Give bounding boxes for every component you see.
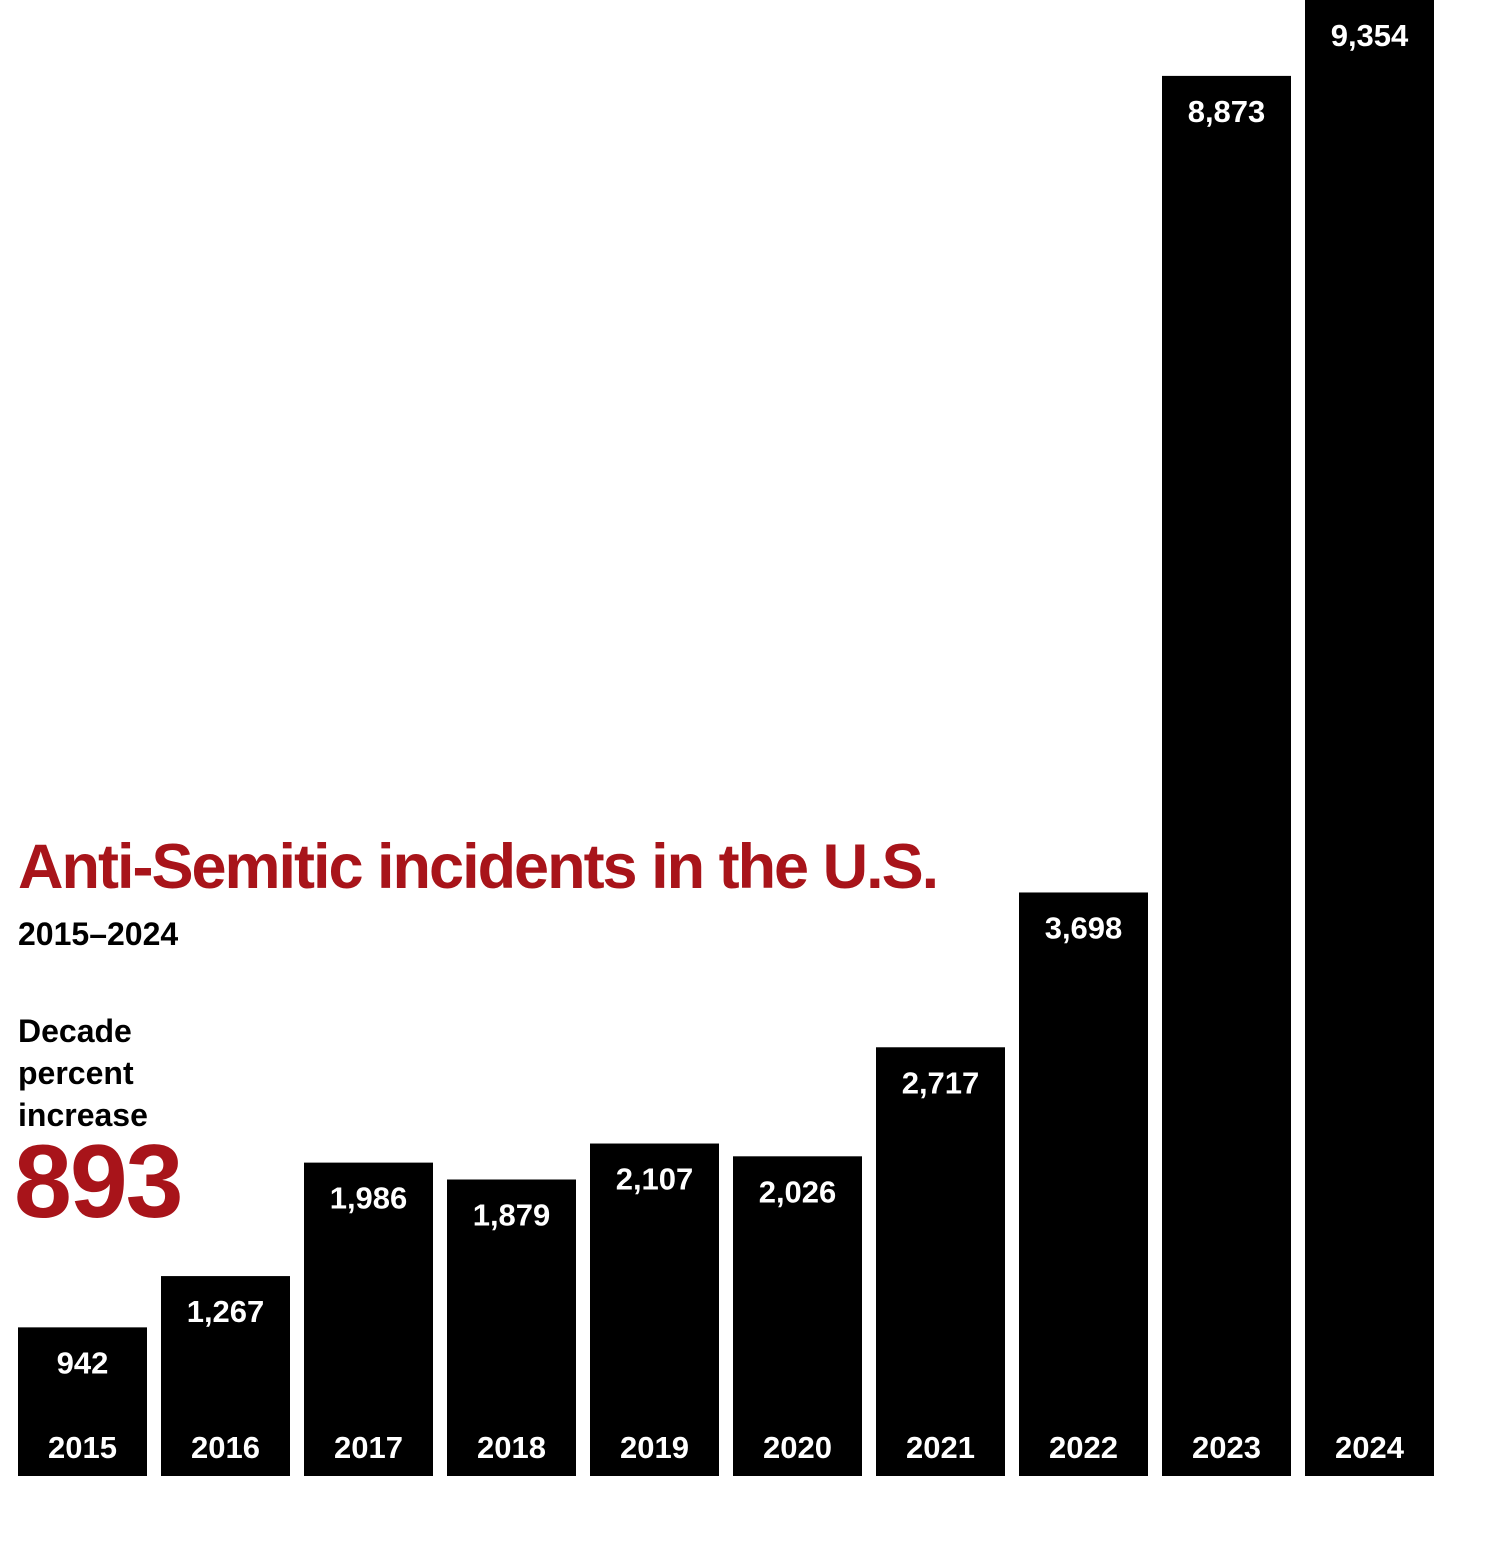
- bars-group: 942 2015 1,267 2016 1,986 2017 1,879 2018 2,107 2…: [18, 0, 1434, 1476]
- bar-2019: [590, 1143, 719, 1476]
- bar-2016: [161, 1276, 290, 1476]
- bar-2018: [447, 1179, 576, 1476]
- bar-2020: [733, 1156, 862, 1476]
- bar-2021: [876, 1047, 1005, 1476]
- chart-subtitle: 2015–2024: [18, 916, 179, 952]
- bar-value-label: 2,026: [759, 1174, 837, 1209]
- bar-category-label: 2018: [477, 1430, 546, 1465]
- bar-value-label: 3,698: [1045, 910, 1123, 945]
- bar-category-label: 2022: [1049, 1430, 1118, 1465]
- bar-category-label: 2015: [48, 1430, 117, 1465]
- chart-title: Anti-Semitic incidents in the U.S.: [18, 832, 939, 902]
- bar-2017: [304, 1162, 433, 1476]
- bar-2023: [1162, 75, 1291, 1476]
- bar-value-label: 2,107: [616, 1162, 694, 1197]
- bar-category-label: 2019: [620, 1430, 689, 1465]
- bar-category-label: 2016: [191, 1430, 260, 1465]
- bar-value-label: 1,267: [187, 1294, 265, 1329]
- stat-label: Decade percent increase: [18, 1013, 148, 1133]
- bar-category-label: 2020: [763, 1430, 832, 1465]
- bar-2024: [1305, 0, 1434, 1476]
- bar-category-label: 2024: [1335, 1430, 1405, 1465]
- stat-value: 893: [14, 1124, 184, 1240]
- bar-category-label: 2023: [1192, 1430, 1261, 1465]
- bar-value-label: 1,986: [330, 1181, 408, 1216]
- bar-value-label: 8,873: [1188, 94, 1266, 129]
- bar-value-label: 1,879: [473, 1198, 551, 1233]
- bar-value-label: 2,717: [902, 1065, 980, 1100]
- bar-value-label: 9,354: [1331, 18, 1409, 53]
- bar-2015: [18, 1327, 147, 1476]
- bar-value-label: 942: [57, 1345, 109, 1380]
- bar-category-label: 2017: [334, 1430, 403, 1465]
- bar-2022: [1019, 892, 1148, 1476]
- bar-category-label: 2021: [906, 1430, 975, 1465]
